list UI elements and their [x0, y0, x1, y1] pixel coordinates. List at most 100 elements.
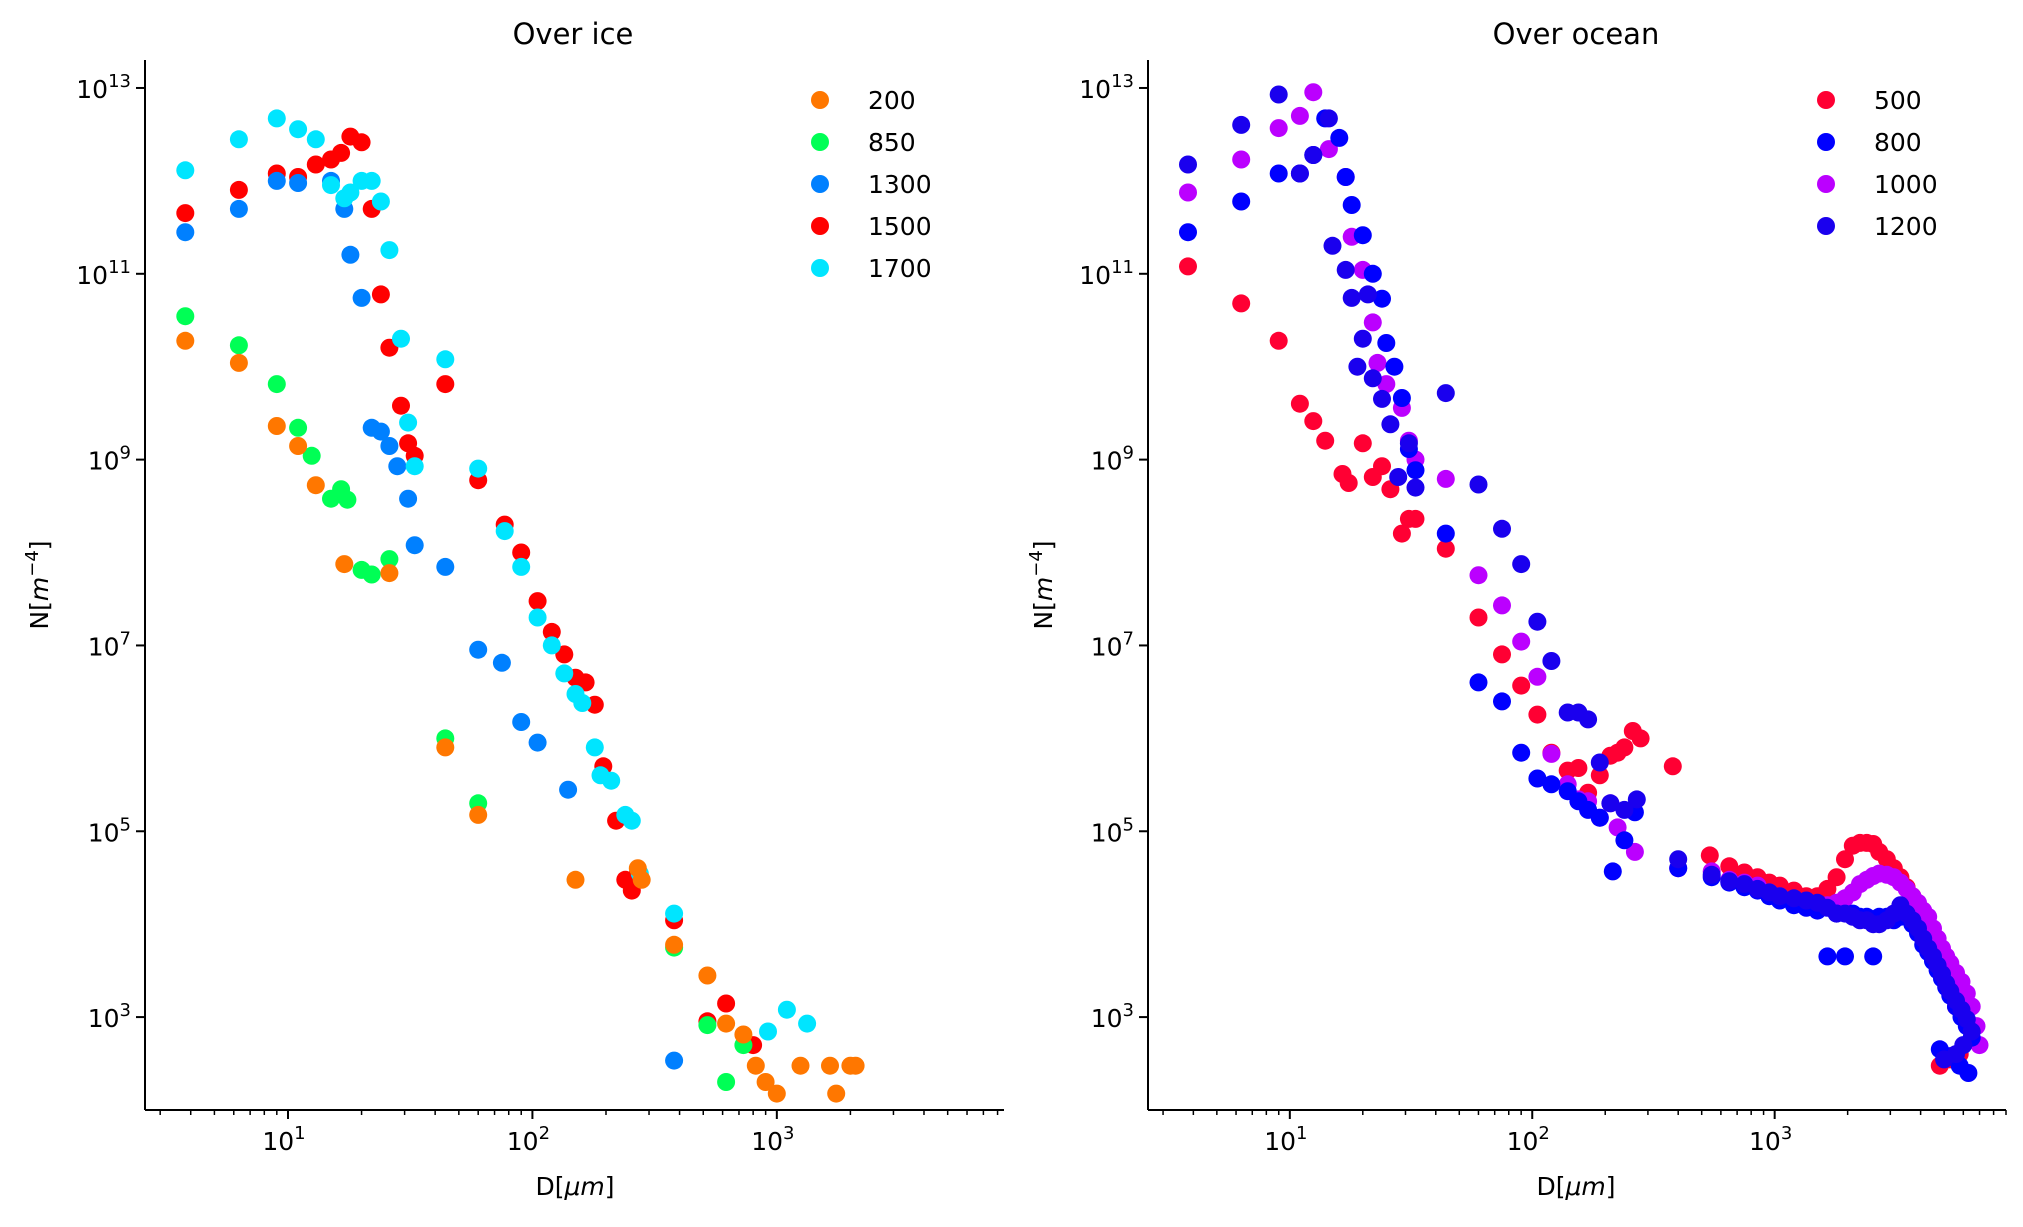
data-point-800	[1542, 775, 1561, 794]
data-point-200	[176, 331, 195, 350]
legend-marker	[1817, 91, 1835, 109]
data-point-1200	[1962, 1022, 1981, 1041]
data-point-850	[267, 375, 286, 394]
data-point-800	[1406, 461, 1425, 480]
data-point-1700	[405, 457, 424, 476]
data-point-1700	[380, 241, 399, 260]
data-point-200	[306, 476, 325, 495]
data-point-800	[1818, 947, 1837, 966]
x-tick-label: 103	[1749, 1123, 1792, 1156]
data-point-800	[1512, 743, 1531, 762]
data-point-200	[289, 437, 308, 455]
legend-label: 500	[1874, 86, 1922, 115]
data-point-1500	[332, 143, 351, 162]
data-point-1000	[1368, 353, 1387, 372]
data-point-1200	[1389, 468, 1408, 486]
data-point-1200	[1627, 790, 1646, 809]
data-point-1500	[542, 622, 561, 641]
data-point-500	[1720, 857, 1739, 876]
data-point-1000	[1625, 842, 1644, 861]
data-point-1200	[1179, 155, 1197, 174]
y-tick-label: 109	[88, 443, 131, 476]
data-point-1700	[341, 183, 360, 202]
panel-over-ocean: Over ocean 101 102 103 103 105 107 109 1011 1013…	[1026, 17, 2007, 1201]
y-tick-label: 105	[1091, 814, 1134, 847]
y-tick-label: 103	[1091, 1000, 1134, 1033]
data-point-1500	[306, 155, 325, 174]
data-point-800	[1615, 831, 1634, 850]
data-point-500	[1827, 868, 1846, 887]
data-point-1300	[229, 199, 248, 218]
data-point-1700	[798, 1014, 817, 1033]
x-tick-label: 102	[507, 1123, 550, 1156]
data-point-1300	[512, 713, 531, 731]
data-point-1300	[399, 489, 418, 508]
y-tick-label: 107	[88, 628, 131, 661]
data-point-850	[302, 446, 321, 465]
data-point-1500	[512, 543, 531, 562]
data-point-1500	[371, 285, 390, 304]
data-point-200	[791, 1056, 810, 1075]
data-point-800	[1959, 1064, 1978, 1082]
data-point-800	[1493, 692, 1511, 711]
data-point-1200	[1399, 434, 1418, 453]
chart-title: Over ocean	[1493, 17, 1660, 51]
data-point-500	[1512, 676, 1531, 695]
data-point-1200	[1406, 478, 1425, 497]
legend-marker	[811, 133, 829, 151]
legend-label: 1000	[1874, 170, 1938, 199]
data-point-1200	[1304, 146, 1323, 164]
data-point-1200	[1579, 710, 1598, 729]
data-point-1200	[1381, 415, 1400, 434]
data-point-200	[717, 1014, 736, 1033]
data-point-200	[380, 564, 399, 583]
data-point-200	[436, 738, 455, 757]
data-point-500	[1406, 509, 1425, 528]
data-point-1300	[559, 780, 578, 799]
data-point-1200	[1512, 555, 1531, 574]
data-point-1500	[352, 133, 371, 152]
data-point-1700	[542, 636, 561, 655]
data-point-1200	[1342, 288, 1361, 307]
y-tick-label: 103	[88, 1000, 131, 1033]
data-point-1300	[528, 733, 547, 752]
data-point-500	[1700, 846, 1719, 865]
data-point-850	[698, 1016, 717, 1035]
data-point-200	[846, 1056, 865, 1075]
data-point-500	[1436, 539, 1455, 558]
legend-label: 1300	[868, 170, 932, 199]
y-tick-label: 105	[88, 814, 131, 847]
data-point-1000	[1469, 566, 1488, 585]
data-point-1000	[1512, 632, 1531, 651]
data-point-1300	[380, 437, 399, 455]
data-point-850	[176, 307, 195, 326]
data-point-1300	[176, 223, 195, 242]
data-point-800	[1603, 862, 1622, 881]
data-point-1500	[436, 375, 455, 394]
data-point-1500	[176, 204, 195, 223]
legend-marker	[811, 217, 829, 235]
data-point-1700	[585, 738, 604, 757]
data-point-1000	[1377, 375, 1396, 394]
x-tick-label: 103	[751, 1123, 794, 1156]
data-point-1300	[289, 174, 308, 192]
data-point-1500	[555, 645, 574, 664]
y-tick-label: 1013	[1079, 71, 1134, 104]
data-point-1700	[759, 1022, 777, 1041]
data-point-800	[1179, 223, 1197, 242]
data-point-1700	[528, 608, 547, 627]
data-point-1300	[371, 422, 390, 441]
data-point-500	[1316, 431, 1335, 450]
data-point-1000	[1528, 667, 1547, 686]
data-point-200	[229, 353, 248, 372]
data-point-1000	[1179, 183, 1197, 202]
legend-marker	[1817, 133, 1835, 151]
data-point-200	[821, 1056, 839, 1075]
data-point-1200	[1358, 285, 1377, 304]
legend: 200 850 1300 1500 1700	[811, 86, 932, 283]
data-point-1200	[1542, 652, 1561, 670]
data-point-1200	[1336, 260, 1355, 279]
data-point-1300	[388, 457, 407, 476]
data-point-1700	[306, 130, 325, 149]
